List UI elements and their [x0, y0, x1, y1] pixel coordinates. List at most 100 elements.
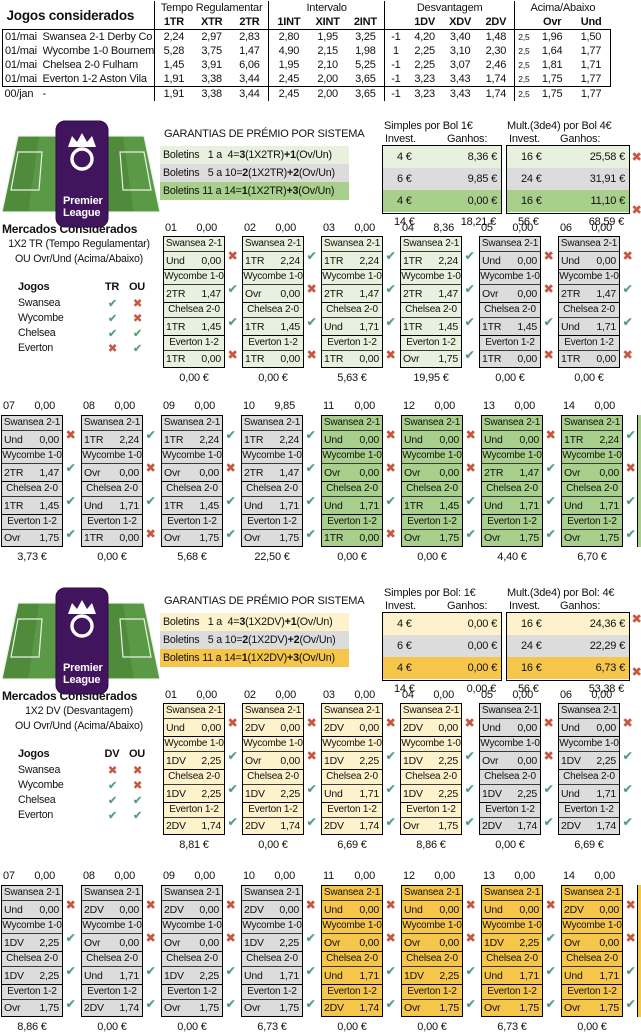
bet-market-row[interactable]: Ovr 0,00 — [243, 752, 303, 769]
invest-total[interactable]: 14 € — [394, 683, 415, 695]
handicap-cell[interactable]: 1 — [384, 44, 407, 58]
odds-cell[interactable]: 6,06 — [239, 59, 260, 71]
bet-market-row[interactable]: 1TR 0,00 — [322, 351, 382, 367]
boletim-header-value[interactable]: 0,00 — [433, 689, 454, 701]
bet-market-row[interactable]: 1TR 1,45 — [402, 497, 462, 514]
odds-cell[interactable]: 3,75 — [201, 45, 222, 57]
summary-odds-cell[interactable]: 2,45 — [268, 86, 309, 101]
bet-market-row[interactable]: Und 1,71 — [562, 497, 622, 514]
match-cell[interactable]: Swansea 2-1 Derby Co — [42, 31, 153, 43]
bet-market-row[interactable]: Ovr 1,75 — [2, 1000, 62, 1016]
boletim-total[interactable]: 0,00 € — [97, 551, 127, 563]
invest-value[interactable]: 4 € — [397, 618, 412, 630]
bet-market-row[interactable]: 1DV 2,25 — [242, 934, 302, 951]
bet-market-row[interactable]: Ovr 0,00 — [322, 934, 382, 951]
bet-market-row[interactable]: Und 0,00 — [402, 901, 462, 918]
bet-market-row[interactable]: 2DV 0,00 — [243, 719, 303, 736]
bet-market-row[interactable]: 1TR 0,00 — [164, 351, 224, 367]
bet-market-row[interactable]: Und 1,71 — [559, 785, 619, 802]
bet-market-row[interactable]: 1TR 0,00 — [243, 351, 303, 367]
boletim-total[interactable]: 5,68 € — [177, 551, 207, 563]
odds-cell[interactable]: 1,77 — [571, 72, 612, 87]
odds-cell[interactable]: 3,65 — [346, 72, 385, 87]
bet-market-row[interactable]: 1TR 0,00 — [480, 351, 540, 367]
bet-market-row[interactable]: Und 0,00 — [480, 719, 540, 736]
boletim-total[interactable]: 6,69 € — [574, 839, 604, 851]
boletim-header-value[interactable]: 0,00 — [354, 870, 375, 882]
bet-market-row[interactable]: Ovr 0,00 — [82, 934, 142, 951]
bet-market-row[interactable]: Und 0,00 — [2, 901, 62, 918]
bet-market-row[interactable]: Ovr 1,75 — [401, 818, 461, 834]
boletim-total[interactable]: 8,86 € — [416, 839, 446, 851]
invest-value[interactable]: 24 € — [521, 173, 542, 185]
bet-market-row[interactable]: Ovr 1,75 — [402, 530, 462, 546]
odds-cell[interactable]: 2,83 — [239, 31, 260, 43]
match-cell[interactable]: Wycombe 1-0 Bournem — [42, 45, 155, 57]
boletim-header-value[interactable]: 0,00 — [114, 400, 135, 412]
odds-cell[interactable]: 2,10 — [317, 59, 338, 71]
odds-cell[interactable]: 2,24 — [154, 29, 193, 44]
bet-market-row[interactable]: 2DV 0,00 — [401, 719, 461, 736]
boletim-total[interactable]: 0,00 € — [179, 372, 209, 384]
bet-market-row[interactable]: 1DV 2,25 — [482, 934, 542, 951]
bet-market-row[interactable]: 2TR 1,47 — [401, 285, 461, 302]
bet-market-row[interactable]: Ovr 0,00 — [402, 464, 462, 481]
odds-cell[interactable]: 3,91 — [201, 59, 222, 71]
bet-market-row[interactable]: 1DV 2,25 — [401, 752, 461, 769]
bet-market-row[interactable]: 1DV 2,25 — [2, 934, 62, 951]
bet-market-row[interactable]: Ovr 0,00 — [562, 464, 622, 481]
bet-market-row[interactable]: Und 1,71 — [482, 967, 542, 984]
bet-market-row[interactable]: Und 0,00 — [559, 719, 619, 736]
ganhos-value[interactable]: 25,58 € — [589, 151, 626, 163]
bet-market-row[interactable]: Ovr 1,75 — [2, 530, 62, 546]
invest-total[interactable]: 56 € — [518, 683, 539, 695]
odds-cell[interactable]: 2,45 — [268, 72, 309, 87]
bet-market-row[interactable]: Und 0,00 — [402, 431, 462, 448]
boletim-total[interactable]: 6,69 € — [337, 839, 367, 851]
boletim-total[interactable]: 4,40 € — [497, 551, 527, 563]
boletim-header-value[interactable]: 0,00 — [354, 222, 375, 234]
ganhos-value[interactable]: 22,29 € — [589, 640, 626, 652]
bet-market-row[interactable]: 1DV 2,25 — [322, 752, 382, 769]
bet-market-row[interactable]: Ovr 0,00 — [322, 464, 382, 481]
summary-handicap-cell[interactable]: -1 — [384, 86, 407, 101]
odds-cell[interactable]: 1,45 — [154, 58, 193, 72]
boletim-header-value[interactable]: 0,00 — [512, 689, 533, 701]
boletim-total[interactable]: 0,00 € — [577, 1021, 607, 1033]
bet-market-row[interactable]: 2DV 1,74 — [480, 818, 540, 834]
bet-market-row[interactable]: 2DV 0,00 — [242, 901, 302, 918]
invest-value[interactable]: 4 € — [397, 151, 412, 163]
boletim-header-value[interactable]: 0,00 — [34, 400, 55, 412]
invest-value[interactable]: 16 € — [521, 195, 542, 207]
boletim-header-value[interactable]: 0,00 — [591, 689, 612, 701]
bet-market-row[interactable]: 1TR 2,24 — [82, 431, 142, 448]
boletim-total[interactable]: 6,73 € — [497, 1021, 527, 1033]
boletim-total[interactable]: 0,00 € — [417, 551, 447, 563]
bet-market-row[interactable]: 1TR 0,00 — [82, 530, 142, 546]
bet-market-row[interactable]: Ovr 1,75 — [242, 530, 302, 546]
bet-market-row[interactable]: Ovr 0,00 — [162, 464, 222, 481]
bet-market-row[interactable]: 2TR 1,47 — [2, 464, 62, 481]
invest-value[interactable]: 4 € — [397, 662, 412, 674]
odds-cell[interactable]: 3,38 — [192, 72, 231, 87]
summary-line-cell[interactable]: 2,5 — [514, 86, 533, 101]
odds-cell[interactable]: 1,95 — [268, 58, 309, 72]
invest-value[interactable]: 6 € — [397, 173, 412, 185]
odds-cell[interactable]: 1,77 — [571, 44, 612, 58]
bet-market-row[interactable]: Und 1,71 — [322, 497, 382, 514]
boletim-total[interactable]: 8,81 € — [179, 839, 209, 851]
bet-market-row[interactable]: Und 1,71 — [322, 967, 382, 984]
boletim-total[interactable]: 0,00 € — [495, 839, 525, 851]
match-cell[interactable]: Everton 1-2 Aston Vila — [42, 72, 155, 87]
bet-market-row[interactable]: 2DV 0,00 — [162, 901, 222, 918]
bet-market-row[interactable]: 2DV 1,74 — [82, 1000, 142, 1016]
bet-market-row[interactable]: 1DV 2,25 — [559, 752, 619, 769]
invest-total[interactable]: 56 € — [518, 216, 539, 228]
bet-market-row[interactable]: Und 0,00 — [480, 252, 540, 269]
boletim-total[interactable]: 0,00 € — [574, 372, 604, 384]
bet-market-row[interactable]: 1TR 2,24 — [562, 431, 622, 448]
boletim-header-value[interactable]: 0,00 — [275, 689, 296, 701]
bet-market-row[interactable]: Ovr 1,75 — [162, 1000, 222, 1016]
boletim-header-value[interactable]: 0,00 — [434, 870, 455, 882]
bet-market-row[interactable]: Und 1,71 — [322, 785, 382, 802]
